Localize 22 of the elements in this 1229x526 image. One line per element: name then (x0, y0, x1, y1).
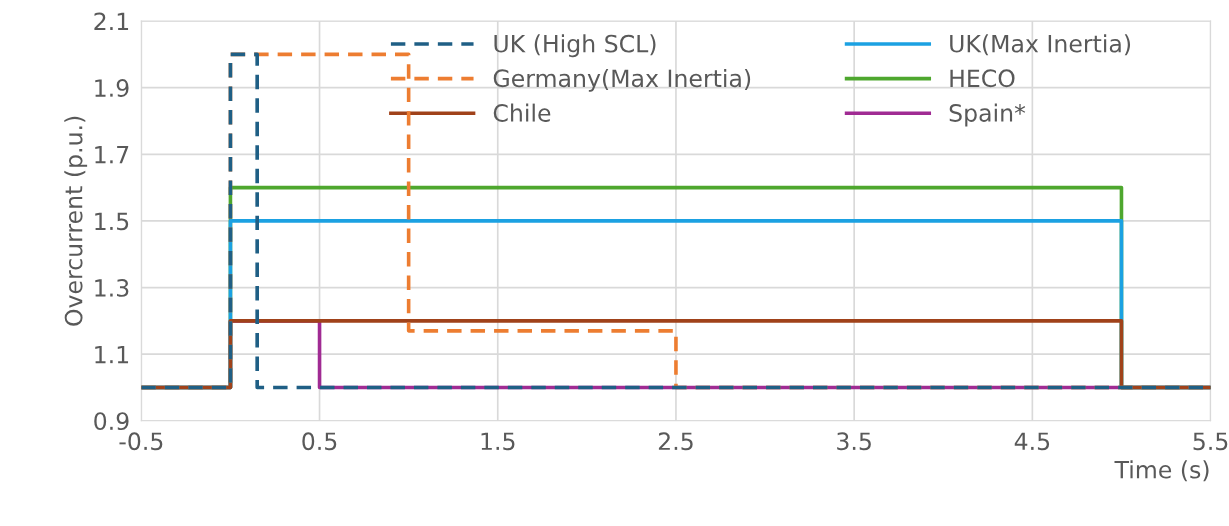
y-axis-title: Overcurrent (p.u.) (64, 116, 88, 326)
legend-label: Chile (493, 103, 551, 122)
y-tick-label: 1.3 (95, 278, 129, 297)
x-tick-label: 4.5 (1014, 432, 1050, 451)
legend-label: Germany(Max Inertia) (493, 68, 751, 92)
y-tick-label: 1.9 (95, 79, 129, 97)
x-tick-label: 3.5 (837, 432, 871, 451)
legend-label: HECO (950, 69, 1015, 88)
legend-label: UK(Max Inertia) (950, 34, 1131, 56)
y-tick-label: 1.1 (95, 345, 129, 364)
x-tick-label: -0.5 (119, 432, 163, 451)
legend-label: Spain* (949, 103, 1026, 127)
legend-label: UK (High SCL) (494, 34, 656, 58)
y-tick-label: 0.9 (94, 412, 129, 431)
x-axis-title: Time (s) (1114, 460, 1209, 482)
x-tick-label: 0.5 (302, 432, 337, 451)
y-tick-label: 1.5 (95, 212, 129, 231)
x-tick-label: 2.5 (658, 432, 693, 451)
x-tick-label: 1.5 (481, 432, 515, 451)
x-tick-label: 5.5 (1193, 432, 1228, 451)
y-tick-label: 1.7 (95, 146, 129, 164)
y-tick-label: 2.1 (94, 12, 129, 31)
